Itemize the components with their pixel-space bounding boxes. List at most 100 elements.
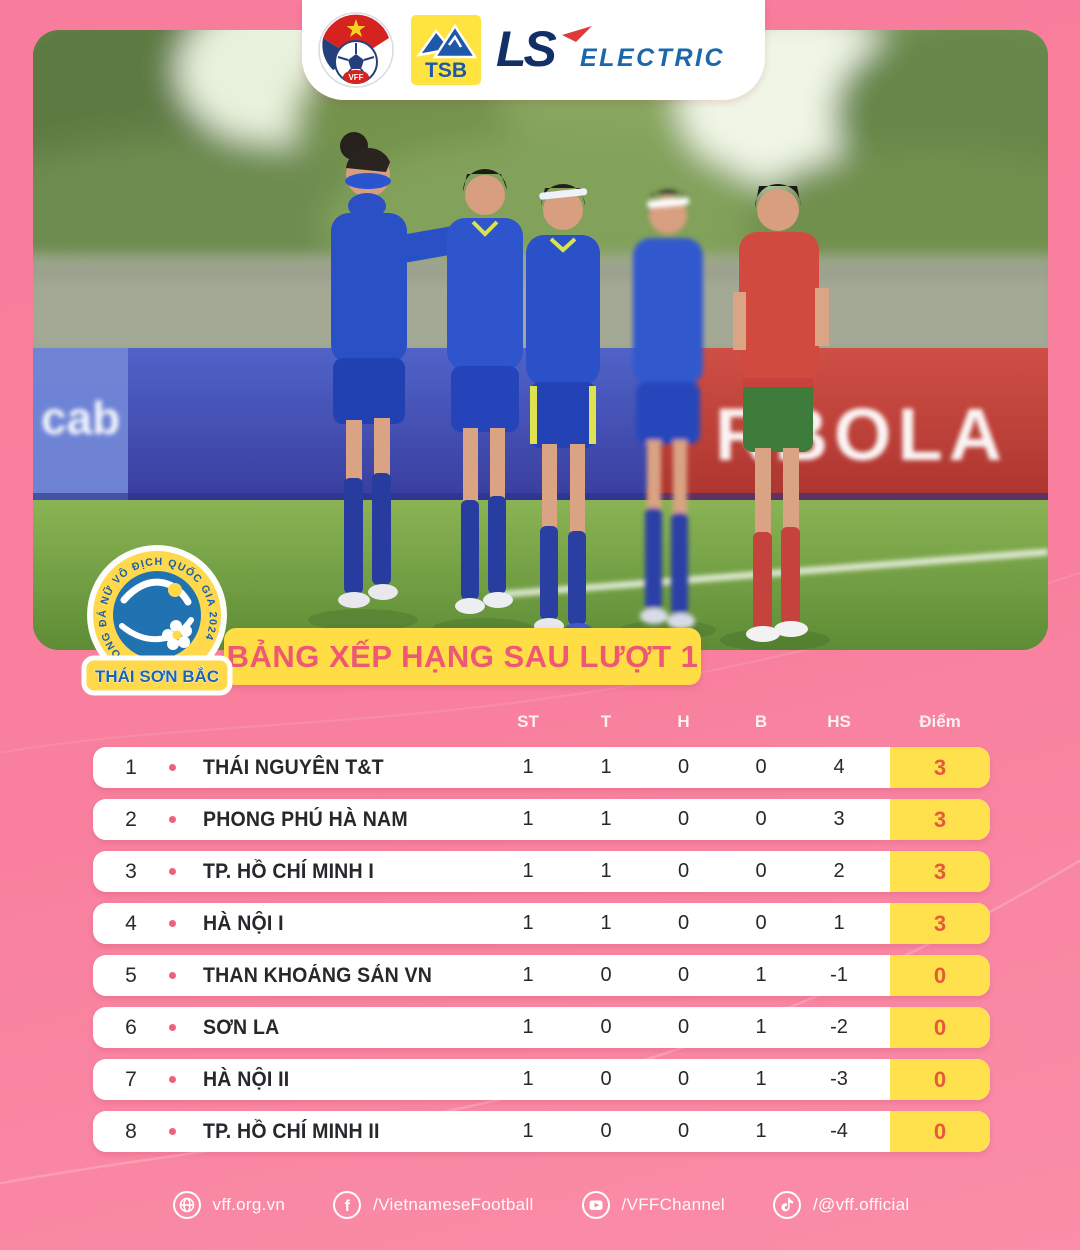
losses: 1: [755, 1016, 767, 1038]
points-badge: 0: [890, 1007, 990, 1048]
team-name-cell: HÀ NỘI I: [189, 912, 489, 936]
team-name-cell: TP. HỒ CHÍ MINH I: [189, 860, 489, 884]
tiktok-label: /@vff.official: [813, 1195, 910, 1214]
goal-difference: -3: [830, 1068, 848, 1090]
table-row: 5 THAN KHOÁNG SẢN VN 1 0 0 1 -1 0: [93, 955, 990, 996]
draws: 0: [677, 1016, 690, 1038]
wins: 1: [600, 860, 612, 882]
standings-title-banner: BẢNG XẾP HẠNG SAU LƯỢT 1: [224, 628, 701, 685]
points-badge: 3: [890, 799, 990, 840]
draws: 0: [677, 964, 690, 986]
team-name: TP. HỒ CHÍ MINH I: [203, 859, 374, 883]
goal-difference: 2: [833, 860, 845, 882]
ad-text-left: cab: [41, 392, 120, 444]
table-header: ST T H B HS Điểm: [93, 705, 990, 739]
wins: 0: [600, 1120, 612, 1142]
facebook-icon: f: [333, 1191, 362, 1219]
draws: 0: [677, 1120, 690, 1142]
draws: 0: [677, 912, 690, 934]
matches-played: 1: [522, 808, 534, 830]
rank-dot: [169, 868, 189, 875]
matches-played: 1: [522, 860, 534, 882]
rank: 1: [125, 755, 137, 779]
draws: 0: [677, 756, 690, 778]
losses: 1: [755, 964, 767, 986]
ls-electric-logo: LS ELECTRIC: [496, 22, 725, 77]
player-blue-2: [447, 168, 523, 614]
standings-table: 1 THÁI NGUYÊN T&T 1 1 0 0 4 3 2 PHONG PH…: [93, 747, 990, 1163]
team-name-cell: SƠN LA: [189, 1016, 489, 1040]
wins: 1: [600, 756, 612, 778]
rank-dot: [169, 1128, 189, 1135]
col-header-b: B: [754, 712, 768, 731]
matches-played: 1: [522, 1120, 534, 1142]
losses: 0: [755, 860, 767, 882]
goal-difference: 4: [833, 756, 845, 778]
table-row: 3 TP. HỒ CHÍ MINH I 1 1 0 0 2 3: [93, 851, 990, 892]
table-row: 7 HÀ NỘI II 1 0 0 1 -3 0: [93, 1059, 990, 1100]
table-row: 2 PHONG PHÚ HÀ NAM 1 1 0 0 3 3: [93, 799, 990, 840]
rank-dot: [169, 816, 189, 823]
standings-title: BẢNG XẾP HẠNG SAU LƯỢT 1: [226, 638, 699, 674]
col-header-h: H: [677, 712, 690, 731]
rank-dot: [169, 1024, 189, 1031]
table-row: 4 HÀ NỘI I 1 1 0 0 1 3: [93, 903, 990, 944]
youtube-link[interactable]: /VFFChannel: [580, 1189, 725, 1221]
rank: 3: [125, 859, 137, 883]
badge-flower: [162, 620, 192, 650]
matches-played: 1: [522, 964, 534, 986]
team-name: THAN KHOÁNG SẢN VN: [203, 963, 433, 987]
points-badge: 3: [890, 903, 990, 944]
rank: 6: [125, 1015, 137, 1039]
tiktok-link[interactable]: /@vff.official: [771, 1189, 909, 1221]
team-name-cell: HÀ NỘI II: [189, 1068, 489, 1092]
tournament-badge: GIẢI BÓNG ĐÁ NỮ VÔ ĐỊCH QUỐC GIA 2024 TH…: [81, 545, 233, 696]
svg-text:VFF: VFF: [348, 73, 363, 82]
matches-played: 1: [522, 1016, 534, 1038]
wins: 0: [600, 1068, 612, 1090]
goal-difference: 1: [833, 912, 845, 934]
draws: 0: [677, 808, 690, 830]
goal-difference: -1: [830, 964, 848, 986]
tsb-logo-icon: TSB: [410, 15, 481, 85]
facebook-link[interactable]: f /VietnameseFootball: [331, 1189, 533, 1221]
player-red: [733, 183, 829, 642]
points-badge: 0: [890, 955, 990, 996]
rank-dot: [169, 972, 189, 979]
goal-difference: -4: [830, 1120, 848, 1142]
team-name: PHONG PHÚ HÀ NAM: [203, 807, 408, 831]
svg-text:ELECTRIC: ELECTRIC: [580, 44, 725, 72]
youtube-label: /VFFChannel: [621, 1195, 726, 1214]
svg-text:TSB: TSB: [425, 59, 467, 82]
player-blue-3: [526, 184, 600, 639]
matches-played: 1: [522, 756, 534, 778]
badge-ribbon-text: THÁI SƠN BẮC: [95, 667, 219, 686]
rank: 4: [125, 911, 137, 935]
table-row: 1 THÁI NGUYÊN T&T 1 1 0 0 4 3: [93, 747, 990, 788]
col-header-points: Điểm: [919, 712, 961, 731]
losses: 0: [755, 808, 767, 830]
points-badge: 3: [890, 851, 990, 892]
wins: 1: [600, 808, 612, 830]
losses: 1: [755, 1120, 767, 1142]
wins: 0: [600, 964, 612, 986]
player-blue-4: [633, 189, 703, 629]
team-name-cell: PHONG PHÚ HÀ NAM: [189, 808, 489, 832]
team-name-cell: THAN KHOÁNG SẢN VN: [189, 964, 489, 988]
rank: 8: [125, 1119, 137, 1143]
matches-played: 1: [522, 1068, 534, 1090]
rank-dot: [169, 1076, 189, 1083]
rank: 7: [125, 1067, 137, 1091]
vff-logo-icon: VFF: [317, 12, 394, 88]
losses: 0: [755, 912, 767, 934]
col-header-hs: HS: [827, 712, 851, 731]
team-name-cell: TP. HỒ CHÍ MINH II: [189, 1120, 489, 1144]
col-header-t: T: [600, 712, 612, 731]
social-footer: vff.org.vn f /VietnameseFootball /VFFCha…: [0, 1186, 1080, 1224]
website-link[interactable]: vff.org.vn: [171, 1189, 286, 1221]
youtube-icon: [581, 1191, 610, 1219]
losses: 1: [755, 1068, 767, 1090]
tiktok-icon: [773, 1191, 802, 1219]
facebook-label: /VietnameseFootball: [373, 1195, 534, 1214]
losses: 0: [755, 756, 767, 778]
